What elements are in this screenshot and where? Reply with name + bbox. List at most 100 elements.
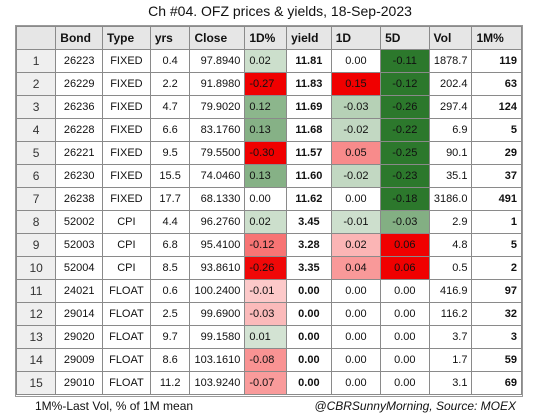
col-header-1d-pct: 1D%: [244, 26, 288, 50]
yield-cell: 0.00: [286, 371, 332, 395]
col-header-yield: yield: [286, 26, 332, 50]
change-1d-pct-cell: -0.07: [244, 371, 288, 395]
bond-cell: 26228: [55, 118, 103, 142]
change-5d-cell: -0.23: [380, 164, 430, 188]
row-index-cell: 14: [15, 348, 57, 372]
table-row: 5 26221 FIXED 9.5 79.5500 -0.30 11.57 0.05 -0.25…: [15, 141, 522, 165]
volume-cell: 2.9: [428, 210, 473, 234]
type-cell: FLOAT: [102, 302, 151, 326]
type-cell: FIXED: [102, 72, 151, 96]
yrs-cell: 15.5: [149, 164, 191, 188]
change-1d-pct-cell: -0.03: [244, 302, 288, 326]
volume-1m-pct-cell: 5: [471, 233, 522, 257]
table-row: 12 29014 FLOAT 2.5 99.6900 -0.03 0.00 0.00 0.00 1…: [15, 302, 522, 326]
col-header-type: Type: [102, 26, 151, 50]
table-row: 11 24021 FLOAT 0.6 100.2400 -0.01 0.00 0.00 0.00…: [15, 279, 522, 303]
footer-credit: @CBRSunnyMorning, Source: MOEX: [314, 399, 516, 413]
type-cell: FIXED: [102, 141, 151, 165]
type-cell: FLOAT: [102, 325, 151, 349]
col-header-1m-pct: 1M%: [471, 26, 522, 50]
bond-cell: 52003: [55, 233, 103, 257]
table-row: 9 52003 CPI 6.8 95.4100 -0.12 3.28 0.02 0.06 4.8 5: [15, 233, 522, 257]
change-1d-cell: -0.01: [330, 210, 382, 234]
col-header-vol: Vol: [428, 26, 473, 50]
volume-cell: 35.1: [428, 164, 473, 188]
col-header-5d: 5D: [380, 26, 430, 50]
close-cell: 74.0460: [189, 164, 246, 188]
yield-cell: 3.28: [286, 233, 332, 257]
yield-cell: 3.45: [286, 210, 332, 234]
yield-cell: 11.69: [286, 95, 332, 119]
bond-cell: 29009: [55, 348, 103, 372]
row-index-cell: 3: [15, 95, 57, 119]
change-1d-pct-cell: 0.00: [244, 187, 288, 211]
yrs-cell: 0.4: [149, 49, 191, 73]
yield-cell: 11.81: [286, 49, 332, 73]
table-row: 10 52004 CPI 8.5 93.8610 -0.26 3.35 0.04 0.06 0.5…: [15, 256, 522, 280]
change-1d-cell: 0.00: [330, 325, 382, 349]
yield-cell: 0.00: [286, 348, 332, 372]
close-cell: 103.9240: [189, 371, 246, 395]
close-cell: 99.1580: [189, 325, 246, 349]
table-row: 15 29010 FLOAT 11.2 103.9240 -0.07 0.00 0.00 0.0…: [15, 371, 522, 395]
row-index-cell: 7: [15, 187, 57, 211]
row-index-cell: 8: [15, 210, 57, 234]
bond-cell: 26236: [55, 95, 103, 119]
change-1d-pct-cell: -0.30: [244, 141, 288, 165]
row-index-cell: 4: [15, 118, 57, 142]
change-5d-cell: 0.00: [380, 325, 430, 349]
type-cell: FIXED: [102, 118, 151, 142]
close-cell: 95.4100: [189, 233, 246, 257]
table-row: 13 29020 FLOAT 9.7 99.1580 0.01 0.00 0.00 0.00 3.…: [15, 325, 522, 349]
volume-1m-pct-cell: 2: [471, 256, 522, 280]
change-5d-cell: -0.11: [380, 49, 430, 73]
col-header-close: Close: [189, 26, 246, 50]
row-index-cell: 6: [15, 164, 57, 188]
change-5d-cell: -0.18: [380, 187, 430, 211]
yield-cell: 11.68: [286, 118, 332, 142]
close-cell: 97.8940: [189, 49, 246, 73]
yield-cell: 3.35: [286, 256, 332, 280]
bond-cell: 26230: [55, 164, 103, 188]
change-1d-pct-cell: 0.12: [244, 95, 288, 119]
change-5d-cell: -0.26: [380, 95, 430, 119]
change-5d-cell: 0.06: [380, 256, 430, 280]
row-index-cell: 10: [15, 256, 57, 280]
change-5d-cell: -0.22: [380, 118, 430, 142]
volume-cell: 297.4: [428, 95, 473, 119]
change-1d-pct-cell: 0.02: [244, 49, 288, 73]
yrs-cell: 4.7: [149, 95, 191, 119]
volume-cell: 1878.7: [428, 49, 473, 73]
table-row: 8 52002 CPI 4.4 96.2760 0.02 3.45 -0.01 -0.03 2.9…: [15, 210, 522, 234]
bond-cell: 52004: [55, 256, 103, 280]
volume-1m-pct-cell: 59: [471, 348, 522, 372]
change-5d-cell: 0.00: [380, 279, 430, 303]
table-row: 14 29009 FLOAT 8.6 103.1610 -0.08 0.00 0.00 0.00…: [15, 348, 522, 372]
change-1d-pct-cell: 0.01: [244, 325, 288, 349]
volume-1m-pct-cell: 63: [471, 72, 522, 96]
type-cell: CPI: [102, 256, 151, 280]
yield-cell: 0.00: [286, 302, 332, 326]
volume-1m-pct-cell: 491: [471, 187, 522, 211]
row-index-cell: 11: [15, 279, 57, 303]
volume-cell: 3.1: [428, 371, 473, 395]
close-cell: 103.1610: [189, 348, 246, 372]
change-5d-cell: 0.00: [380, 348, 430, 372]
change-5d-cell: -0.12: [380, 72, 430, 96]
close-cell: 68.1330: [189, 187, 246, 211]
bond-cell: 26221: [55, 141, 103, 165]
table-row: 2 26229 FIXED 2.2 91.8980 -0.27 11.83 0.15 -0.12…: [15, 72, 522, 96]
row-index-cell: 1: [15, 49, 57, 73]
row-index-cell: 5: [15, 141, 57, 165]
close-cell: 100.2400: [189, 279, 246, 303]
row-index-cell: 15: [15, 371, 57, 395]
close-cell: 91.8980: [189, 72, 246, 96]
change-5d-cell: 0.06: [380, 233, 430, 257]
row-index-cell: 9: [15, 233, 57, 257]
bond-cell: 26238: [55, 187, 103, 211]
volume-cell: 0.5: [428, 256, 473, 280]
change-1d-cell: 0.00: [330, 302, 382, 326]
change-5d-cell: 0.00: [380, 302, 430, 326]
close-cell: 79.5500: [189, 141, 246, 165]
yield-cell: 0.00: [286, 279, 332, 303]
